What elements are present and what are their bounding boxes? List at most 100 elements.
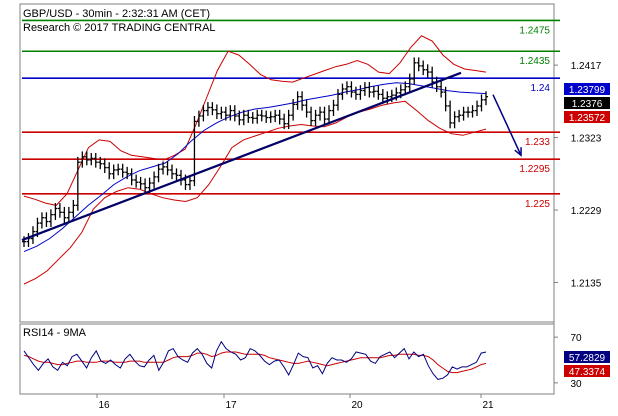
price-bar [228, 105, 233, 121]
price-bar [466, 106, 471, 118]
price-bar [165, 161, 170, 176]
price-bar [125, 166, 130, 180]
price-bar [80, 151, 85, 168]
price-tag-box [564, 97, 610, 109]
price-bar [250, 112, 255, 124]
price-bar [273, 109, 278, 123]
price-bar [84, 151, 89, 166]
price-bar [309, 106, 314, 127]
moving-average [23, 82, 487, 253]
price-bar [322, 106, 327, 125]
price-bar [246, 109, 251, 123]
level-label: 1.2295 [519, 164, 550, 175]
price-bar [304, 99, 309, 118]
price-bar [241, 109, 246, 126]
price-bars [22, 57, 488, 248]
rsi-value-tag-box [564, 365, 610, 377]
x-tick-label: 16 [98, 400, 110, 411]
price-bar [22, 236, 26, 248]
price-bar [371, 85, 376, 98]
price-bar [452, 111, 457, 129]
price-bar [416, 57, 421, 72]
price-bar [152, 171, 157, 189]
price-bar [156, 163, 161, 183]
price-bar [268, 111, 273, 123]
moving-average-line [23, 82, 487, 253]
projection-arrow-line [492, 94, 522, 156]
price-bar [62, 206, 67, 224]
price-bar [291, 99, 296, 121]
price-bar [205, 102, 210, 116]
price-bar [475, 100, 480, 116]
price-bar [412, 57, 417, 85]
chart-title: GBP/USD - 30min - 2:32:31 AM (CET) [23, 8, 210, 20]
price-bar [134, 174, 139, 188]
price-bar [300, 91, 305, 111]
price-bar [111, 164, 116, 180]
price-bar [223, 106, 228, 121]
price-bar [232, 105, 237, 122]
trendline-group [21, 71, 522, 242]
chart-source: Research © 2017 TRADING CENTRAL [23, 22, 216, 34]
price-bar [44, 212, 49, 227]
x-tick-label: 17 [225, 400, 237, 411]
rsi-value-tag-label: 57.2829 [569, 353, 606, 364]
rsi-panel-frame [19, 323, 555, 395]
rsi-y-axis-ticks: 70 30 [554, 333, 582, 390]
price-bar [362, 82, 367, 96]
y-tick-label: 1.2229 [571, 206, 602, 217]
price-bar [407, 73, 412, 93]
bollinger-bands [23, 35, 487, 285]
price-bar [277, 109, 282, 125]
price-bar [219, 106, 224, 120]
price-bar [358, 85, 363, 100]
price-bar [376, 85, 381, 100]
price-bar [457, 109, 462, 123]
price-bar [349, 81, 354, 98]
price-bar [479, 94, 484, 112]
price-bar [138, 176, 143, 190]
rsi-value-tag-label: 47.3374 [569, 367, 606, 378]
projection-arrowhead [514, 147, 522, 157]
price-bar [187, 175, 192, 190]
price-bar [98, 156, 103, 170]
price-bar [75, 156, 80, 211]
price-bar [282, 113, 287, 130]
price-tag-label: 1.23572 [569, 113, 606, 124]
price-bar [116, 163, 121, 176]
support-trendline [21, 71, 462, 242]
price-bar [443, 86, 448, 112]
price-bar [174, 168, 179, 181]
price-bar [237, 110, 242, 126]
rsi-value-tags: 57.2829 47.3374 [564, 351, 610, 378]
price-bar [102, 158, 107, 174]
y-tick-label: 1.2135 [571, 278, 602, 289]
price-bar [107, 162, 112, 180]
price-bar [71, 199, 76, 218]
price-bar [313, 109, 318, 127]
price-tag-label: 1.23799 [569, 85, 606, 96]
price-tags: 1.23799 1.2376 1.23572 [564, 83, 610, 124]
price-bar [295, 91, 300, 110]
level-label: 1.24 [531, 83, 551, 94]
price-bar [196, 110, 201, 127]
y-axis-ticks: 1.2417 1.2323 1.2229 1.2135 [554, 61, 602, 289]
level-label: 1.2475 [519, 25, 550, 36]
x-tick-label: 21 [482, 400, 494, 411]
price-tag-label: 1.2376 [572, 99, 603, 110]
price-tag-box [564, 83, 610, 95]
price-bar [327, 105, 332, 125]
rsi-value-tag-box [564, 351, 610, 363]
price-bar [335, 89, 340, 111]
price-bar [340, 83, 345, 100]
price-bar [318, 106, 323, 121]
price-bar [331, 99, 336, 116]
rsi-lines [23, 340, 487, 380]
y-tick-label: 1.2417 [571, 61, 602, 72]
price-bar [39, 212, 44, 229]
price-bar [161, 161, 166, 175]
y-tick-label: 1.2323 [571, 134, 602, 145]
price-bar [286, 109, 291, 130]
rsi-tick-label: 30 [570, 379, 582, 390]
